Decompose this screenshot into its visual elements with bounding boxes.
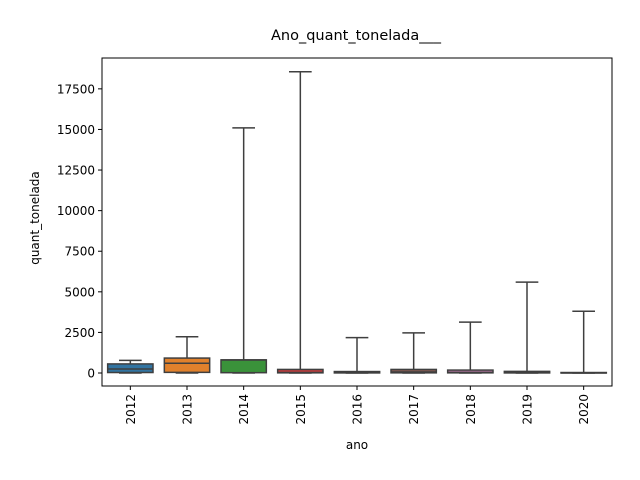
y-tick-label: 0 <box>87 367 95 381</box>
y-tick-label: 10000 <box>57 204 95 218</box>
box-2012 <box>106 359 154 374</box>
x-tick-label: 2018 <box>464 394 478 425</box>
box-2016 <box>333 336 381 374</box>
y-tick-label: 2500 <box>64 326 95 340</box>
x-tick-label: 2014 <box>237 394 251 425</box>
x-axis: 2012 2013 2014 2015 2016 2017 2018 2019 2020 <box>124 386 591 425</box>
y-axis: 0 2500 5000 7500 10000 12500 15000 17500 <box>57 82 102 381</box>
box-2014 <box>220 127 268 374</box>
y-tick-label: 5000 <box>64 285 95 299</box>
y-axis-label: quant_tonelada <box>28 171 42 265</box>
box-2018 <box>446 321 494 374</box>
box-2017 <box>390 332 438 374</box>
y-tick-label: 17500 <box>57 82 95 96</box>
x-tick-label: 2020 <box>577 394 591 425</box>
x-tick-label: 2012 <box>124 394 138 425</box>
x-axis-label: ano <box>346 438 368 452</box>
x-tick-label: 2015 <box>294 394 308 425</box>
x-tick-label: 2016 <box>351 394 365 425</box>
chart-title: Ano_quant_tonelada___ <box>271 28 442 44</box>
box-2019 <box>503 281 551 374</box>
x-tick-label: 2017 <box>407 394 421 425</box>
y-tick-label: 15000 <box>57 123 95 137</box>
box-body <box>390 368 438 374</box>
x-tick-label: 2013 <box>181 394 195 425</box>
box-2013 <box>163 336 211 374</box>
y-tick-label: 7500 <box>64 245 95 259</box>
box-2020 <box>560 310 608 374</box>
y-tick-label: 12500 <box>57 164 95 178</box>
box-body <box>163 357 211 374</box>
boxes-layer <box>106 71 608 374</box>
box-2015 <box>276 71 324 374</box>
x-tick-label: 2019 <box>521 394 535 425</box>
box-body <box>220 359 268 374</box>
plot-frame <box>101 57 613 387</box>
